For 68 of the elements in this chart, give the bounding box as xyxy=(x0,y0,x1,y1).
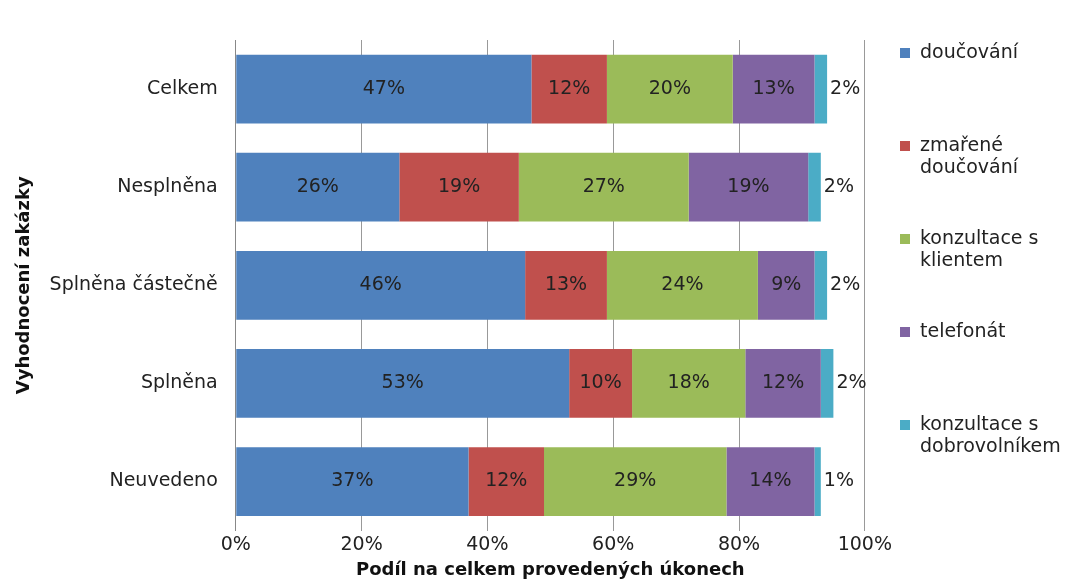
bar xyxy=(688,152,809,222)
data-label: 47% xyxy=(362,76,405,98)
data-label: 46% xyxy=(359,272,402,295)
data-label: 19% xyxy=(727,174,770,197)
bar xyxy=(732,54,815,124)
bar xyxy=(814,250,828,320)
x-tick-label: 80% xyxy=(717,531,761,554)
y-tick-label: Neuvedeno xyxy=(109,468,218,491)
bar xyxy=(236,250,526,320)
data-label: 13% xyxy=(544,272,588,295)
bar xyxy=(236,152,400,222)
y-tick-label: Splněna částečně xyxy=(49,272,218,295)
bar xyxy=(820,349,834,418)
data-label: 19% xyxy=(437,174,481,197)
data-label: 12% xyxy=(548,76,591,98)
data-label: 20% xyxy=(648,76,691,98)
data-label: 13% xyxy=(752,76,795,98)
data-label: 2% xyxy=(830,272,861,295)
bar xyxy=(569,349,633,418)
data-label: 18% xyxy=(667,370,710,393)
y-tick-label: Splněna xyxy=(140,370,218,393)
data-label: 26% xyxy=(296,174,339,197)
bar xyxy=(544,447,727,516)
x-tick-label: 60% xyxy=(592,531,635,554)
bar xyxy=(726,447,815,516)
legend-label: konzultace s dobrovolníkem xyxy=(920,412,1062,456)
bar xyxy=(808,152,821,222)
bar xyxy=(531,54,607,124)
bar xyxy=(745,349,821,418)
data-label: 27% xyxy=(582,174,625,197)
data-label: 12% xyxy=(761,370,805,393)
data-label: 2% xyxy=(830,76,861,98)
x-tick-label: 100% xyxy=(837,531,892,554)
data-label: 29% xyxy=(614,468,657,491)
y-tick-label: Nesplněna xyxy=(117,174,218,197)
bar xyxy=(236,447,469,516)
y-tick-label: Celkem xyxy=(147,76,218,98)
y-axis-title: Vyhodnocení zakázky xyxy=(12,176,34,395)
data-label: 53% xyxy=(381,370,424,393)
bar xyxy=(236,54,532,124)
bar xyxy=(468,447,545,516)
bar xyxy=(399,152,519,222)
legend-label: konzultace s klientem xyxy=(920,226,1040,270)
data-label: 24% xyxy=(661,272,704,295)
bar xyxy=(814,54,828,124)
x-tick-label: 0% xyxy=(220,531,251,554)
x-tick-label: 20% xyxy=(340,531,383,554)
data-label: 14% xyxy=(749,468,792,491)
bar xyxy=(814,447,821,516)
legend-label: zmařené doučování xyxy=(920,133,1020,177)
bar xyxy=(632,349,746,418)
bar xyxy=(606,250,758,320)
data-label: 1% xyxy=(823,468,854,491)
bar xyxy=(525,250,607,320)
legend-label: doučování xyxy=(920,40,1019,62)
bar xyxy=(236,349,570,418)
x-axis-title: Podíl na celkem provedených úkonech xyxy=(355,557,745,579)
legend-label: telefonát xyxy=(920,319,1006,341)
bar xyxy=(518,152,689,222)
data-label: 2% xyxy=(836,370,867,393)
data-label: 2% xyxy=(823,174,854,197)
bar xyxy=(606,54,733,124)
data-label: 37% xyxy=(331,468,374,491)
data-label: 10% xyxy=(579,370,622,393)
data-label: 12% xyxy=(485,468,528,491)
x-tick-label: 40% xyxy=(466,531,509,554)
data-label: 9% xyxy=(771,272,802,295)
bar xyxy=(757,250,815,320)
